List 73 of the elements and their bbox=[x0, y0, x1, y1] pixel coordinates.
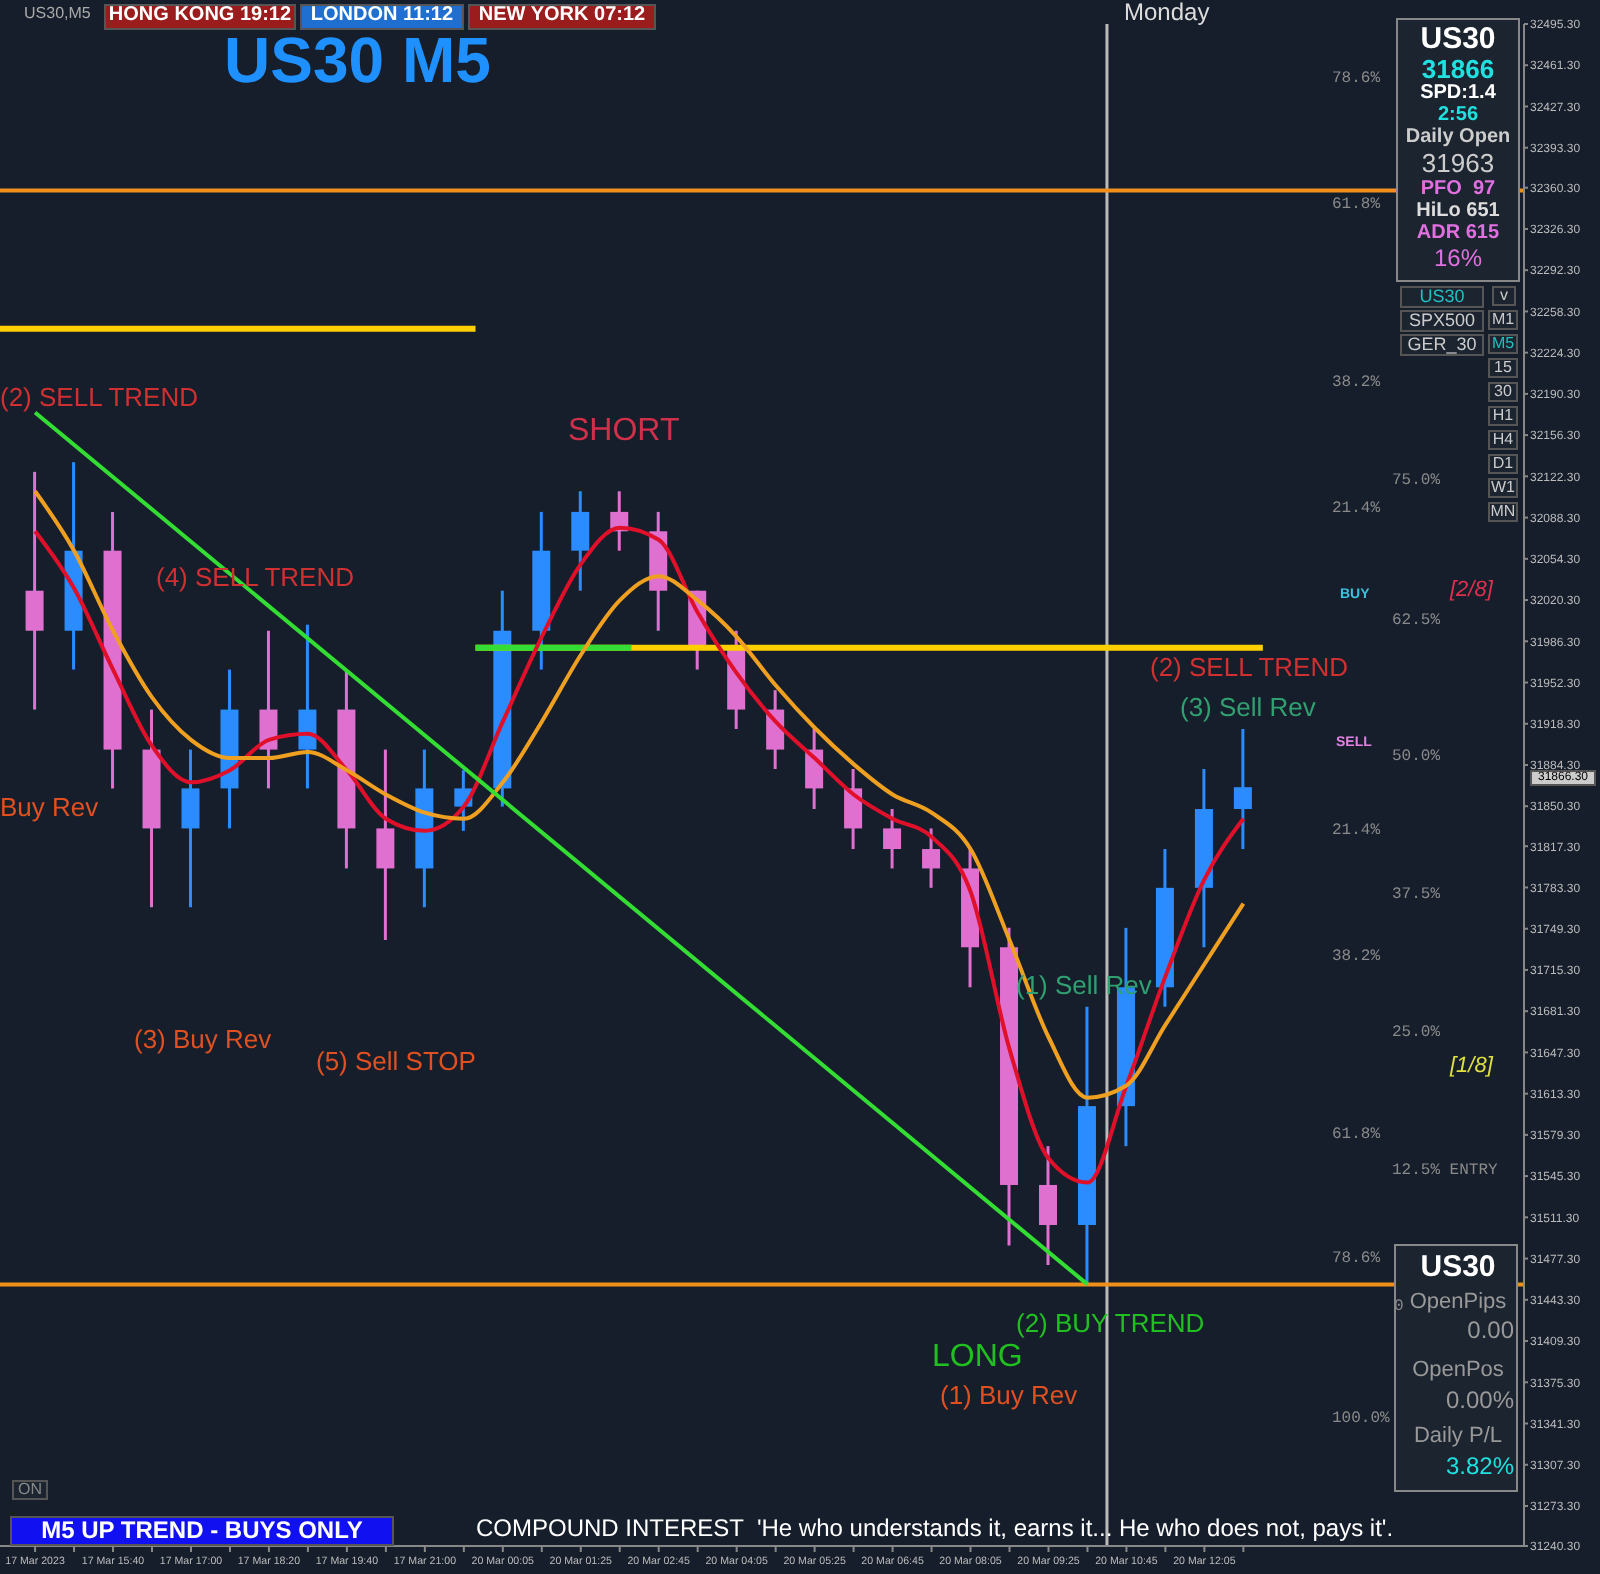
text: D1 bbox=[1488, 454, 1518, 475]
annotation: SHORT bbox=[568, 414, 680, 450]
text: 25.0% bbox=[1392, 1024, 1441, 1043]
text: W1 bbox=[1488, 478, 1518, 499]
annotation: (1) Buy Rev bbox=[940, 1380, 1078, 1410]
text: SPX500 bbox=[1400, 310, 1484, 333]
text: 0.00 bbox=[1465, 1316, 1516, 1344]
annotation: (2) SELL TREND bbox=[0, 382, 198, 412]
annotation: Buy Rev bbox=[0, 792, 99, 822]
text: 78.6% bbox=[1332, 70, 1381, 89]
candlestick bbox=[181, 748, 200, 909]
text: 37.5% bbox=[1392, 886, 1441, 905]
text: 31866 bbox=[1419, 54, 1497, 84]
text: Daily Open bbox=[1403, 126, 1513, 149]
text: 61.8% bbox=[1332, 1126, 1381, 1145]
text: 30 bbox=[1488, 382, 1518, 403]
text: GER_30 bbox=[1400, 334, 1484, 357]
candlestick bbox=[376, 748, 395, 942]
text: 16% bbox=[1431, 244, 1485, 272]
chart-title: US30 M5 bbox=[224, 24, 491, 98]
text: 38.2% bbox=[1332, 374, 1381, 393]
candlestick bbox=[298, 623, 317, 790]
candlestick bbox=[922, 826, 941, 890]
text: H4 bbox=[1488, 430, 1518, 451]
text: HiLo 651 bbox=[1414, 200, 1502, 223]
text: v bbox=[1492, 286, 1516, 307]
text: MN bbox=[1488, 502, 1518, 523]
text: OpenPips bbox=[1409, 1290, 1507, 1314]
text: 21.4% bbox=[1332, 822, 1381, 841]
text: SPD:1.4 bbox=[1418, 82, 1498, 105]
text: 2:56 bbox=[1435, 104, 1480, 127]
annotation: (3) Sell Rev bbox=[1180, 692, 1316, 722]
text: 61.8% bbox=[1332, 196, 1381, 215]
annotation: HONG KONG 19:12 bbox=[104, 4, 296, 29]
annotation: ON bbox=[12, 1480, 48, 1501]
text: 78.6% bbox=[1332, 1250, 1381, 1269]
text: US30,M5 bbox=[24, 4, 91, 23]
text: 75.0% bbox=[1392, 472, 1441, 491]
text: M5 bbox=[1488, 334, 1518, 355]
text: 0.00% bbox=[1443, 1386, 1516, 1414]
annotation: M5 UP TREND - BUYS ONLY bbox=[10, 1516, 394, 1546]
text: 50.0% bbox=[1392, 748, 1441, 767]
text: M1 bbox=[1488, 310, 1518, 331]
text: PFO 97 bbox=[1418, 178, 1498, 201]
text: OpenPos bbox=[1410, 1358, 1506, 1384]
annotation: Monday bbox=[1124, 0, 1210, 26]
candlestick bbox=[571, 489, 590, 593]
annotation: LONG bbox=[932, 1340, 1023, 1376]
text: 100.0% bbox=[1332, 1410, 1390, 1429]
annotation: (3) Buy Rev bbox=[134, 1024, 272, 1054]
text: 62.5% bbox=[1392, 612, 1441, 631]
text: 15 bbox=[1488, 358, 1518, 379]
annotation: LONDON 11:12 bbox=[300, 4, 464, 29]
text: H1 bbox=[1488, 406, 1518, 427]
text: US30 bbox=[1400, 286, 1484, 309]
annotation: (5) Sell STOP bbox=[316, 1046, 476, 1076]
text: ADR 615 bbox=[1414, 222, 1502, 245]
text: 38.2% bbox=[1332, 948, 1381, 967]
text: 31963 bbox=[1419, 148, 1497, 178]
text: US30 bbox=[1418, 22, 1498, 56]
text: [2/8] bbox=[1450, 578, 1493, 604]
candlestick bbox=[1038, 1144, 1057, 1267]
text: 3.82% bbox=[1443, 1452, 1516, 1480]
text: 12.5% ENTRY bbox=[1392, 1162, 1498, 1181]
annotation: NEW YORK 07:12 bbox=[468, 4, 656, 29]
text: Daily P/L bbox=[1411, 1424, 1505, 1450]
annotation: (2) SELL TREND bbox=[1150, 652, 1348, 682]
candlestick bbox=[1233, 727, 1252, 851]
candlestick bbox=[883, 807, 902, 870]
text: 21.4% bbox=[1332, 500, 1381, 519]
candlestick bbox=[25, 470, 44, 712]
text: US30 bbox=[1418, 1250, 1498, 1284]
text: [1/8] bbox=[1450, 1054, 1493, 1080]
